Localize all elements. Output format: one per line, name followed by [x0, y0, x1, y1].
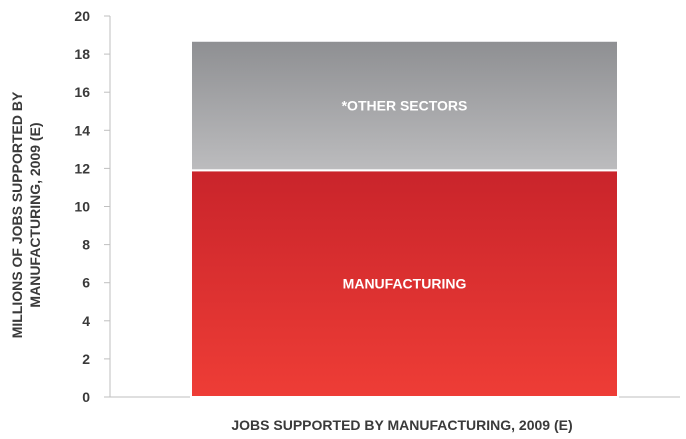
y-tick-label: 10 [74, 199, 90, 215]
y-tick-label: 18 [74, 46, 90, 62]
bar-segment-label: *OTHER SECTORS [342, 98, 468, 114]
y-tick-label: 14 [74, 122, 90, 138]
bar-segments: MANUFACTURING *OTHER SECTORS [190, 39, 619, 398]
y-tick-label: 4 [82, 313, 90, 329]
y-axis-title: MILLIONS OF JOBS SUPPORTED BY MANUFACTUR… [9, 91, 43, 338]
y-tick-label: 16 [74, 84, 90, 100]
x-axis-title: JOBS SUPPORTED BY MANUFACTURING, 2009 (E… [231, 417, 572, 433]
y-tick-label: 20 [74, 8, 90, 24]
bar-segment-othersectors [190, 39, 619, 172]
y-axis-title-line-1: MILLIONS OF JOBS SUPPORTED BY [9, 91, 25, 338]
y-tick-label: 2 [82, 351, 90, 367]
bar-segment-manufacturing [190, 169, 619, 398]
y-axis-title-line-2: MANUFACTURING, 2009 (E) [27, 122, 43, 307]
y-tick-label: 0 [82, 389, 90, 405]
y-tick-label: 12 [74, 160, 90, 176]
y-tick-label: 8 [82, 237, 90, 253]
y-tick-label: 6 [82, 275, 90, 291]
bar-segment-label: MANUFACTURING [343, 276, 467, 292]
y-axis-ticks: 0 2 4 6 8 10 12 14 16 18 20 [74, 8, 110, 405]
